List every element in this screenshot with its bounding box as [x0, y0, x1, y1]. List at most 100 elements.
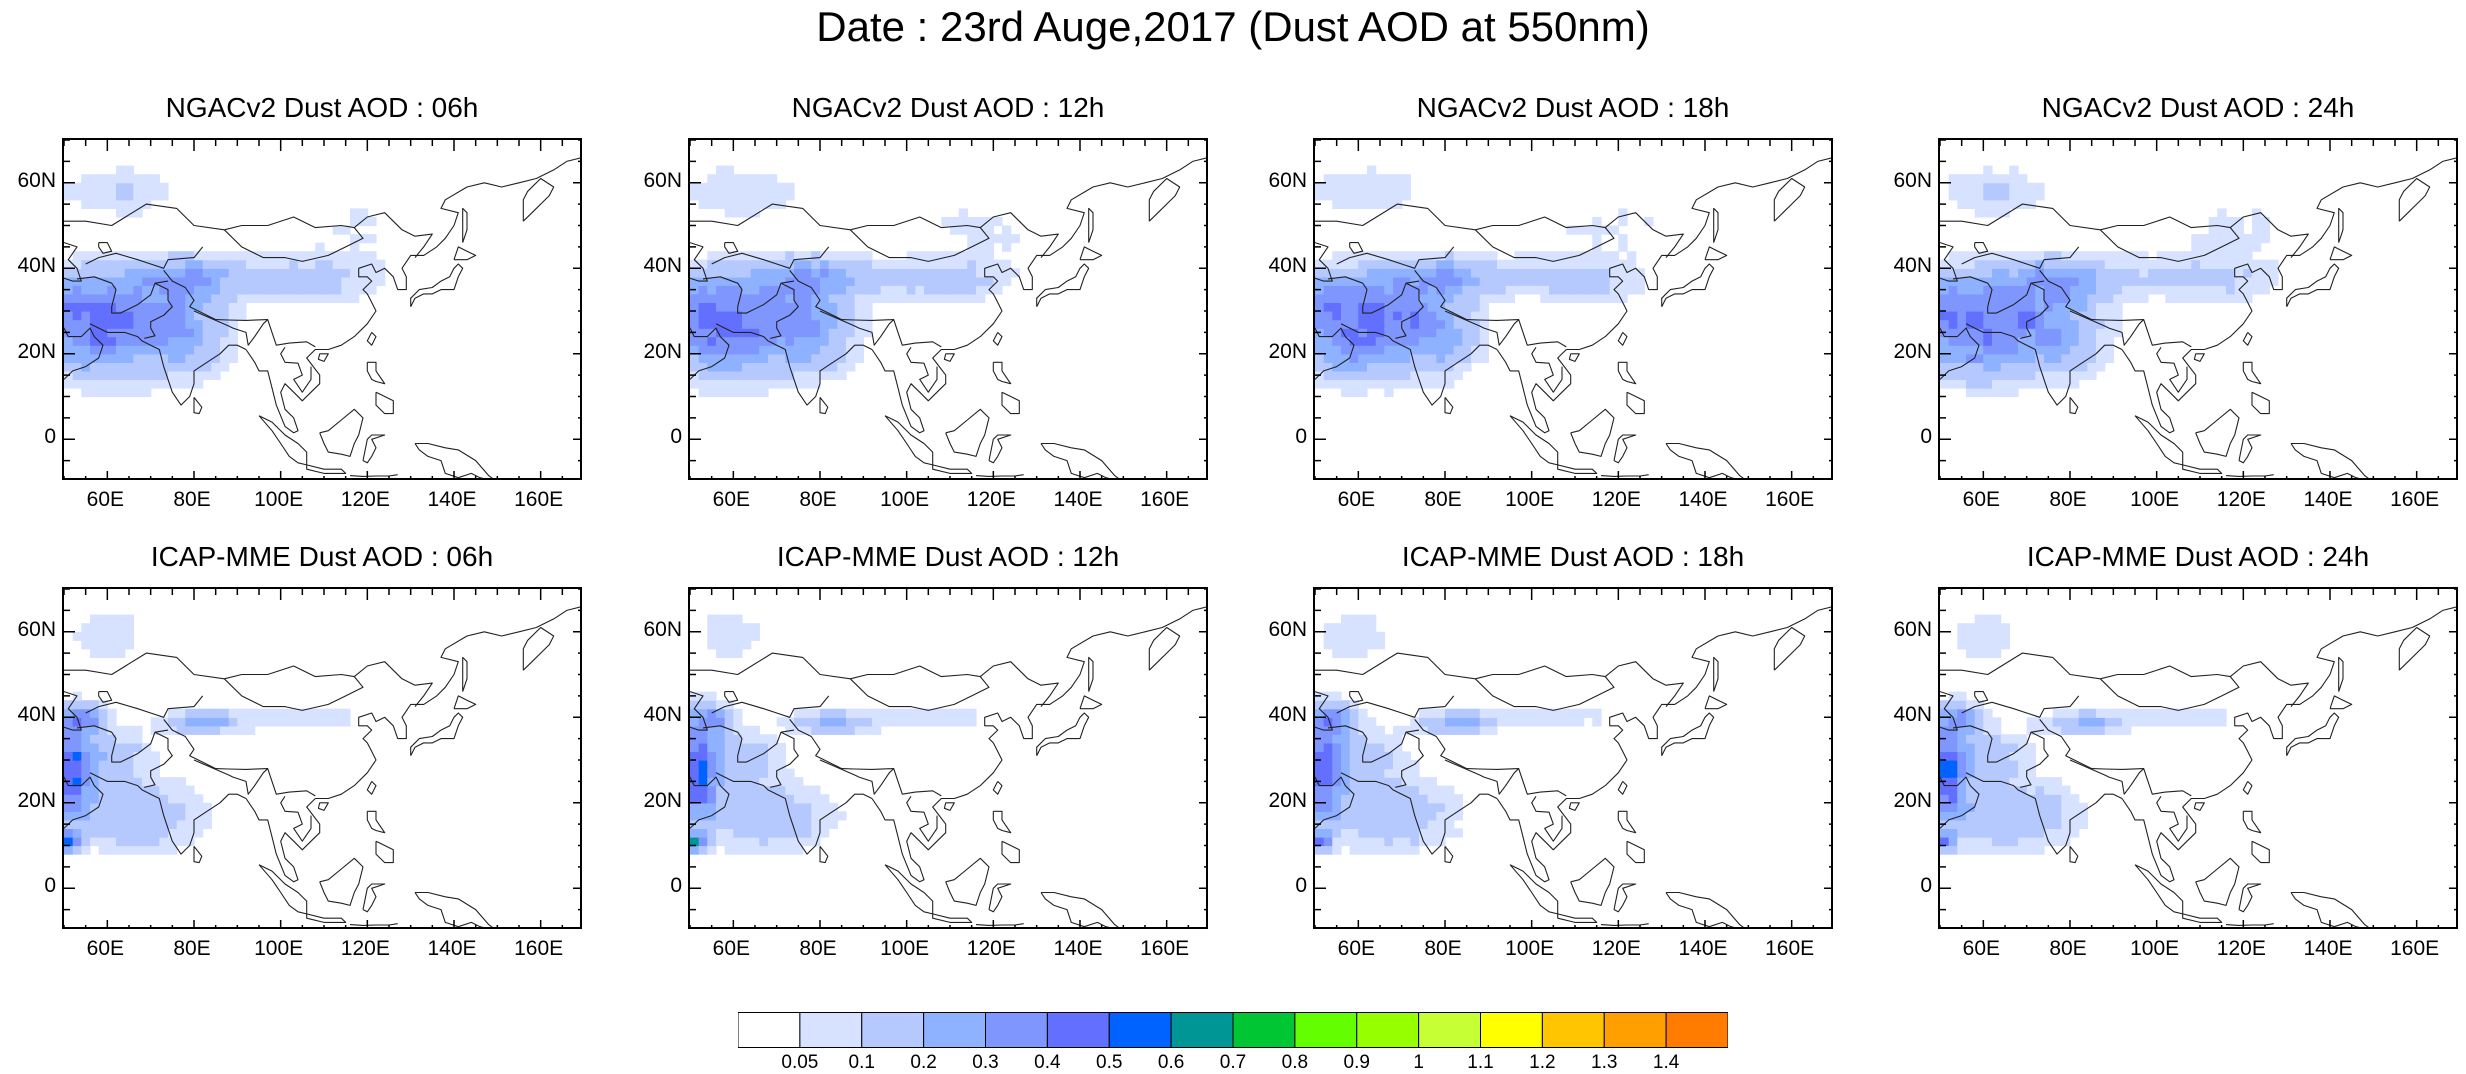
aod-cell — [1349, 276, 1359, 286]
aod-cell — [1462, 717, 1472, 727]
coastline — [2099, 676, 2240, 711]
aod-cell — [698, 811, 708, 821]
aod-cell — [750, 836, 760, 847]
aod-cell — [1323, 623, 1333, 633]
aod-cell — [690, 302, 700, 312]
aod-cell — [2191, 293, 2201, 303]
coastline — [317, 802, 329, 811]
lat-tick-label: 40N — [1893, 254, 1932, 278]
aod-cell — [107, 285, 117, 295]
aod-cell — [1349, 251, 1359, 261]
aod-cell — [2000, 742, 2010, 752]
lat-tick-label: 0 — [670, 425, 682, 449]
aod-cell — [802, 811, 812, 821]
aod-cell — [1315, 302, 1325, 312]
aod-cell — [742, 208, 752, 218]
aod-cell — [802, 293, 812, 303]
aod-cell — [2078, 319, 2088, 329]
aod-cell — [1349, 328, 1359, 338]
aod-cell — [64, 802, 74, 812]
aod-cell — [1427, 362, 1437, 372]
aod-cell — [1367, 828, 1377, 838]
aod-cell — [958, 285, 968, 295]
aod-cell — [168, 285, 178, 295]
aod-cell — [133, 387, 143, 398]
aod-cell — [72, 794, 82, 804]
aod-cell — [1367, 370, 1377, 380]
coastline — [1940, 203, 2309, 258]
aod-cell — [794, 370, 804, 380]
aod-cell — [90, 828, 100, 838]
aod-cell — [1453, 302, 1463, 312]
aod-cell — [1992, 802, 2002, 812]
aod-cell — [2252, 285, 2262, 295]
aod-cell — [828, 370, 838, 380]
aod-cell — [733, 311, 743, 321]
aod-cell — [1410, 845, 1420, 855]
aod-cell — [237, 251, 247, 261]
aod-cell — [2087, 708, 2097, 718]
aod-cell — [315, 717, 325, 727]
aod-cell — [733, 251, 743, 261]
colorbar-box — [1232, 1012, 1296, 1048]
aod-cell — [280, 268, 290, 278]
aod-cell — [228, 276, 238, 286]
aod-cell — [142, 311, 152, 321]
aod-cell — [1367, 182, 1377, 192]
aod-cell — [98, 174, 108, 184]
aod-cell — [332, 708, 342, 718]
aod-cell — [1462, 268, 1472, 278]
aod-cell — [698, 387, 708, 398]
aod-cell — [90, 768, 100, 778]
aod-cell — [64, 336, 74, 346]
aod-cell — [750, 777, 760, 787]
aod-cell — [124, 362, 134, 372]
aod-cell — [202, 802, 212, 812]
aod-cell — [1948, 760, 1958, 770]
aod-cell — [220, 293, 230, 303]
aod-cell — [742, 802, 752, 812]
aod-cell — [2009, 336, 2019, 346]
aod-cell — [2122, 268, 2132, 278]
aod-cell — [289, 259, 299, 269]
aod-cell — [698, 353, 708, 363]
aod-cell — [1427, 811, 1437, 821]
aod-cell — [742, 182, 752, 192]
colorbar-box — [1170, 1012, 1234, 1048]
lat-tick-label: 0 — [1295, 874, 1307, 898]
aod-cell — [1349, 828, 1359, 838]
aod-cell — [2000, 302, 2010, 312]
aod-cell — [1531, 708, 1541, 718]
aod-cell — [1974, 328, 1984, 338]
aod-cell — [1974, 768, 1984, 778]
aod-cell — [1992, 191, 2002, 201]
coastline — [871, 606, 1206, 883]
aod-cell — [2104, 293, 2114, 303]
aod-cell — [107, 819, 117, 829]
aod-cell — [1323, 802, 1333, 812]
aod-cell — [880, 268, 890, 278]
coastline — [1088, 207, 1094, 243]
aod-cell — [263, 251, 273, 261]
aod-cell — [1401, 362, 1411, 372]
aod-cell — [2052, 319, 2062, 329]
aod-cell — [306, 276, 316, 286]
aod-cell — [1479, 311, 1489, 321]
aod-cell — [1349, 811, 1359, 821]
aod-cell — [1436, 328, 1446, 338]
aod-cell — [724, 623, 734, 633]
aod-cell — [820, 353, 830, 363]
coastline — [2020, 282, 2049, 339]
aod-cell — [228, 336, 238, 346]
aod-cell — [733, 819, 743, 829]
aod-cell — [1384, 191, 1394, 201]
aod-cell — [142, 819, 152, 829]
aod-cell — [759, 785, 769, 795]
aod-cell — [1323, 362, 1333, 372]
aod-cell — [1992, 362, 2002, 372]
aod-cell — [993, 234, 1003, 244]
aod-cell — [924, 717, 934, 727]
aod-cell — [142, 276, 152, 286]
aod-cell — [142, 370, 152, 380]
aod-cell — [2035, 293, 2045, 303]
